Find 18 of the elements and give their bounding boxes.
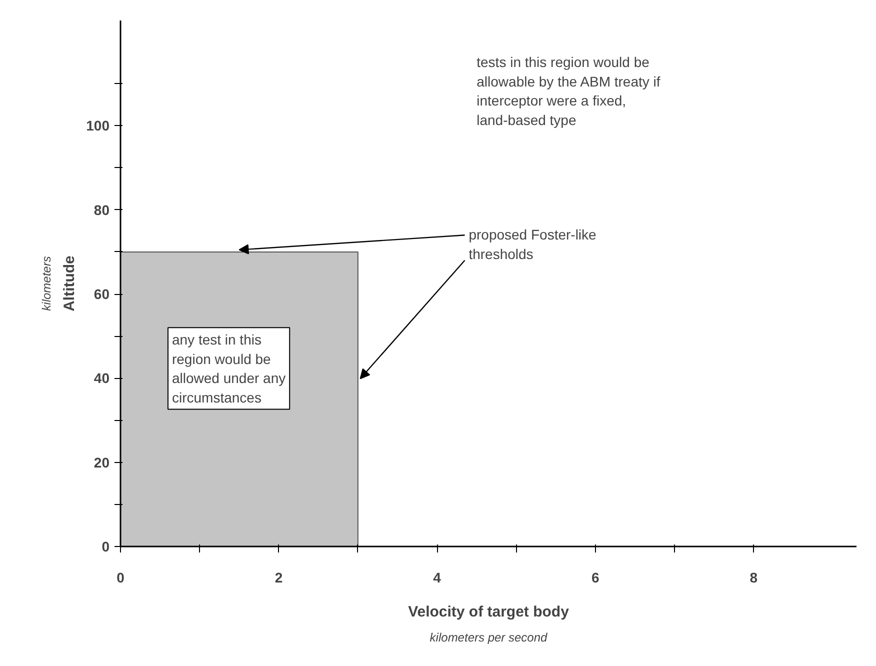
annotation: any test in this region would be allowed under any circumstances [172,332,286,406]
y-tick-label: 60 [94,286,110,302]
y-tick-label: 40 [94,370,110,386]
x-tick-label: 0 [116,570,125,586]
x-axis-title: Velocity of target body [408,604,570,620]
text: kilometers per second [430,630,548,644]
annotation: proposed Foster-like thresholds [468,226,597,262]
y-tick-label: 100 [86,118,110,134]
x-tick-label: 4 [433,570,442,586]
x-tick-label: 8 [750,570,758,586]
y-tick-label: 80 [94,202,110,218]
y-tick-label: 0 [102,538,110,554]
y-tick-label: 20 [94,454,110,470]
y-axis-title: Altitude [61,256,78,312]
annotation: tests in this region would be allowable by the ABM treaty if interceptor were a fixed, land-based type [476,54,660,128]
text: kilometers [40,256,54,311]
x-tick-label: 2 [274,570,283,586]
x-tick-label: 6 [591,570,600,586]
